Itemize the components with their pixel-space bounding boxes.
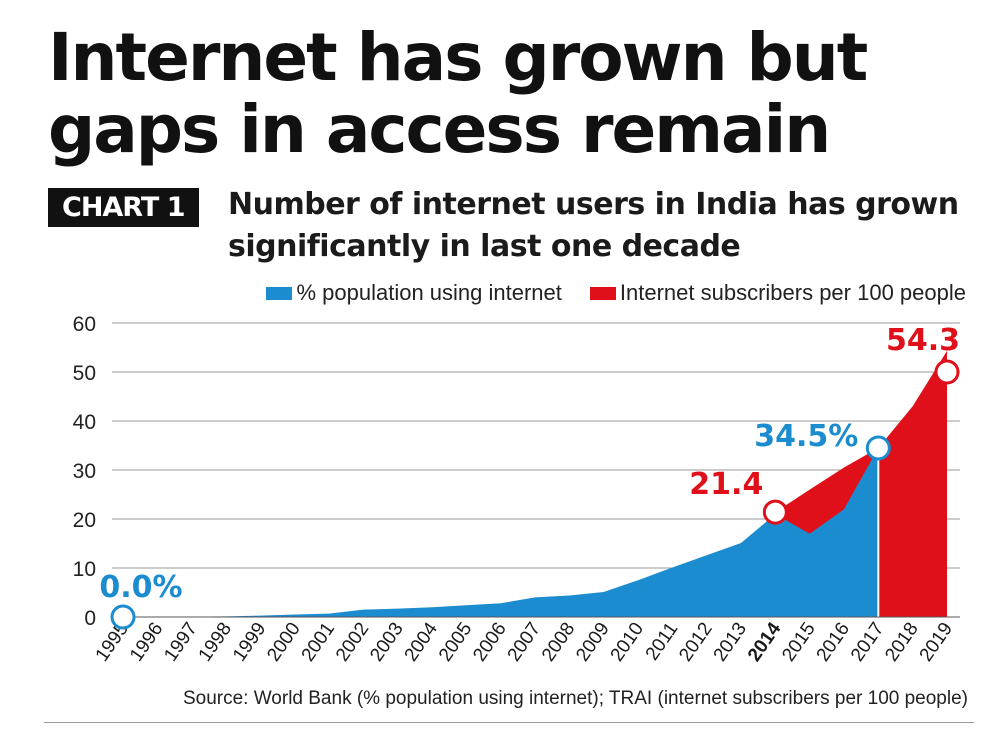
x-tick-label-2019: 2019 bbox=[916, 619, 957, 666]
data-label-2017: 34.5% bbox=[754, 419, 858, 454]
source-note: Source: World Bank (% population using i… bbox=[182, 688, 968, 709]
x-tick-label-1996: 1996 bbox=[126, 619, 167, 666]
x-tick-label-2013: 2013 bbox=[710, 619, 751, 666]
x-tick-label-2018: 2018 bbox=[881, 619, 922, 666]
chart-tag: CHART 1 bbox=[48, 188, 199, 227]
legend-label-blue: % population using internet bbox=[296, 280, 562, 305]
y-tick-label-10: 10 bbox=[73, 558, 96, 581]
x-tick-label-2003: 2003 bbox=[366, 619, 407, 666]
x-tick-label-1998: 1998 bbox=[195, 619, 236, 666]
data-label-2019: 54.3 bbox=[886, 323, 960, 358]
x-tick-label-2017: 2017 bbox=[847, 619, 888, 666]
headline: Internet has grown but gaps in access re… bbox=[48, 22, 978, 166]
x-tick-label-2011: 2011 bbox=[642, 619, 683, 665]
x-tick-label-2007: 2007 bbox=[504, 619, 545, 666]
x-tick-label-2004: 2004 bbox=[401, 618, 443, 665]
y-tick-label-0: 0 bbox=[84, 607, 96, 630]
bottom-divider bbox=[44, 722, 974, 723]
chart-legend: % population using internet Internet sub… bbox=[244, 280, 966, 306]
chart-subtitle: Number of internet users in India has gr… bbox=[228, 184, 988, 268]
series-area-population bbox=[123, 447, 879, 617]
marker-2019 bbox=[934, 359, 960, 385]
x-tick-label-2001: 2001 bbox=[298, 619, 339, 666]
y-tick-label-20: 20 bbox=[73, 509, 96, 532]
y-tick-label-60: 60 bbox=[73, 313, 96, 336]
x-tick-label-2014: 2014 bbox=[744, 618, 786, 665]
headline-line-1: Internet has grown but bbox=[48, 19, 868, 96]
subtitle-line-1: Number of internet users in India has gr… bbox=[228, 187, 959, 222]
data-label-2014: 21.4 bbox=[689, 467, 763, 502]
x-tick-label-2016: 2016 bbox=[813, 619, 854, 666]
x-tick-label-1997: 1997 bbox=[160, 619, 201, 666]
marker-2014 bbox=[762, 499, 788, 525]
x-tick-label-1999: 1999 bbox=[229, 619, 270, 666]
x-tick-label-2015: 2015 bbox=[778, 619, 819, 666]
y-tick-label-30: 30 bbox=[73, 460, 96, 483]
data-label-1995: 0.0% bbox=[99, 570, 182, 605]
legend-item-red: Internet subscribers per 100 people bbox=[589, 280, 966, 306]
y-tick-label-50: 50 bbox=[73, 362, 96, 385]
headline-line-2: gaps in access remain bbox=[48, 91, 831, 168]
x-tick-label-2010: 2010 bbox=[607, 619, 648, 666]
x-tick-label-2009: 2009 bbox=[572, 619, 613, 666]
marker-2017 bbox=[865, 435, 891, 461]
y-tick-label-40: 40 bbox=[73, 411, 96, 434]
x-tick-label-2008: 2008 bbox=[538, 619, 579, 666]
x-tick-label-2006: 2006 bbox=[469, 619, 510, 666]
legend-item-blue: % population using internet bbox=[266, 280, 562, 306]
x-tick-label-2002: 2002 bbox=[332, 619, 373, 666]
legend-label-red: Internet subscribers per 100 people bbox=[619, 280, 966, 305]
legend-swatch-blue bbox=[266, 286, 293, 300]
legend-swatch-red bbox=[589, 286, 616, 300]
marker-1995 bbox=[110, 604, 136, 630]
x-tick-label-2005: 2005 bbox=[435, 619, 476, 666]
x-tick-label-2012: 2012 bbox=[675, 619, 716, 666]
subtitle-line-2: significantly in last one decade bbox=[228, 229, 741, 264]
x-tick-label-2000: 2000 bbox=[263, 619, 304, 666]
